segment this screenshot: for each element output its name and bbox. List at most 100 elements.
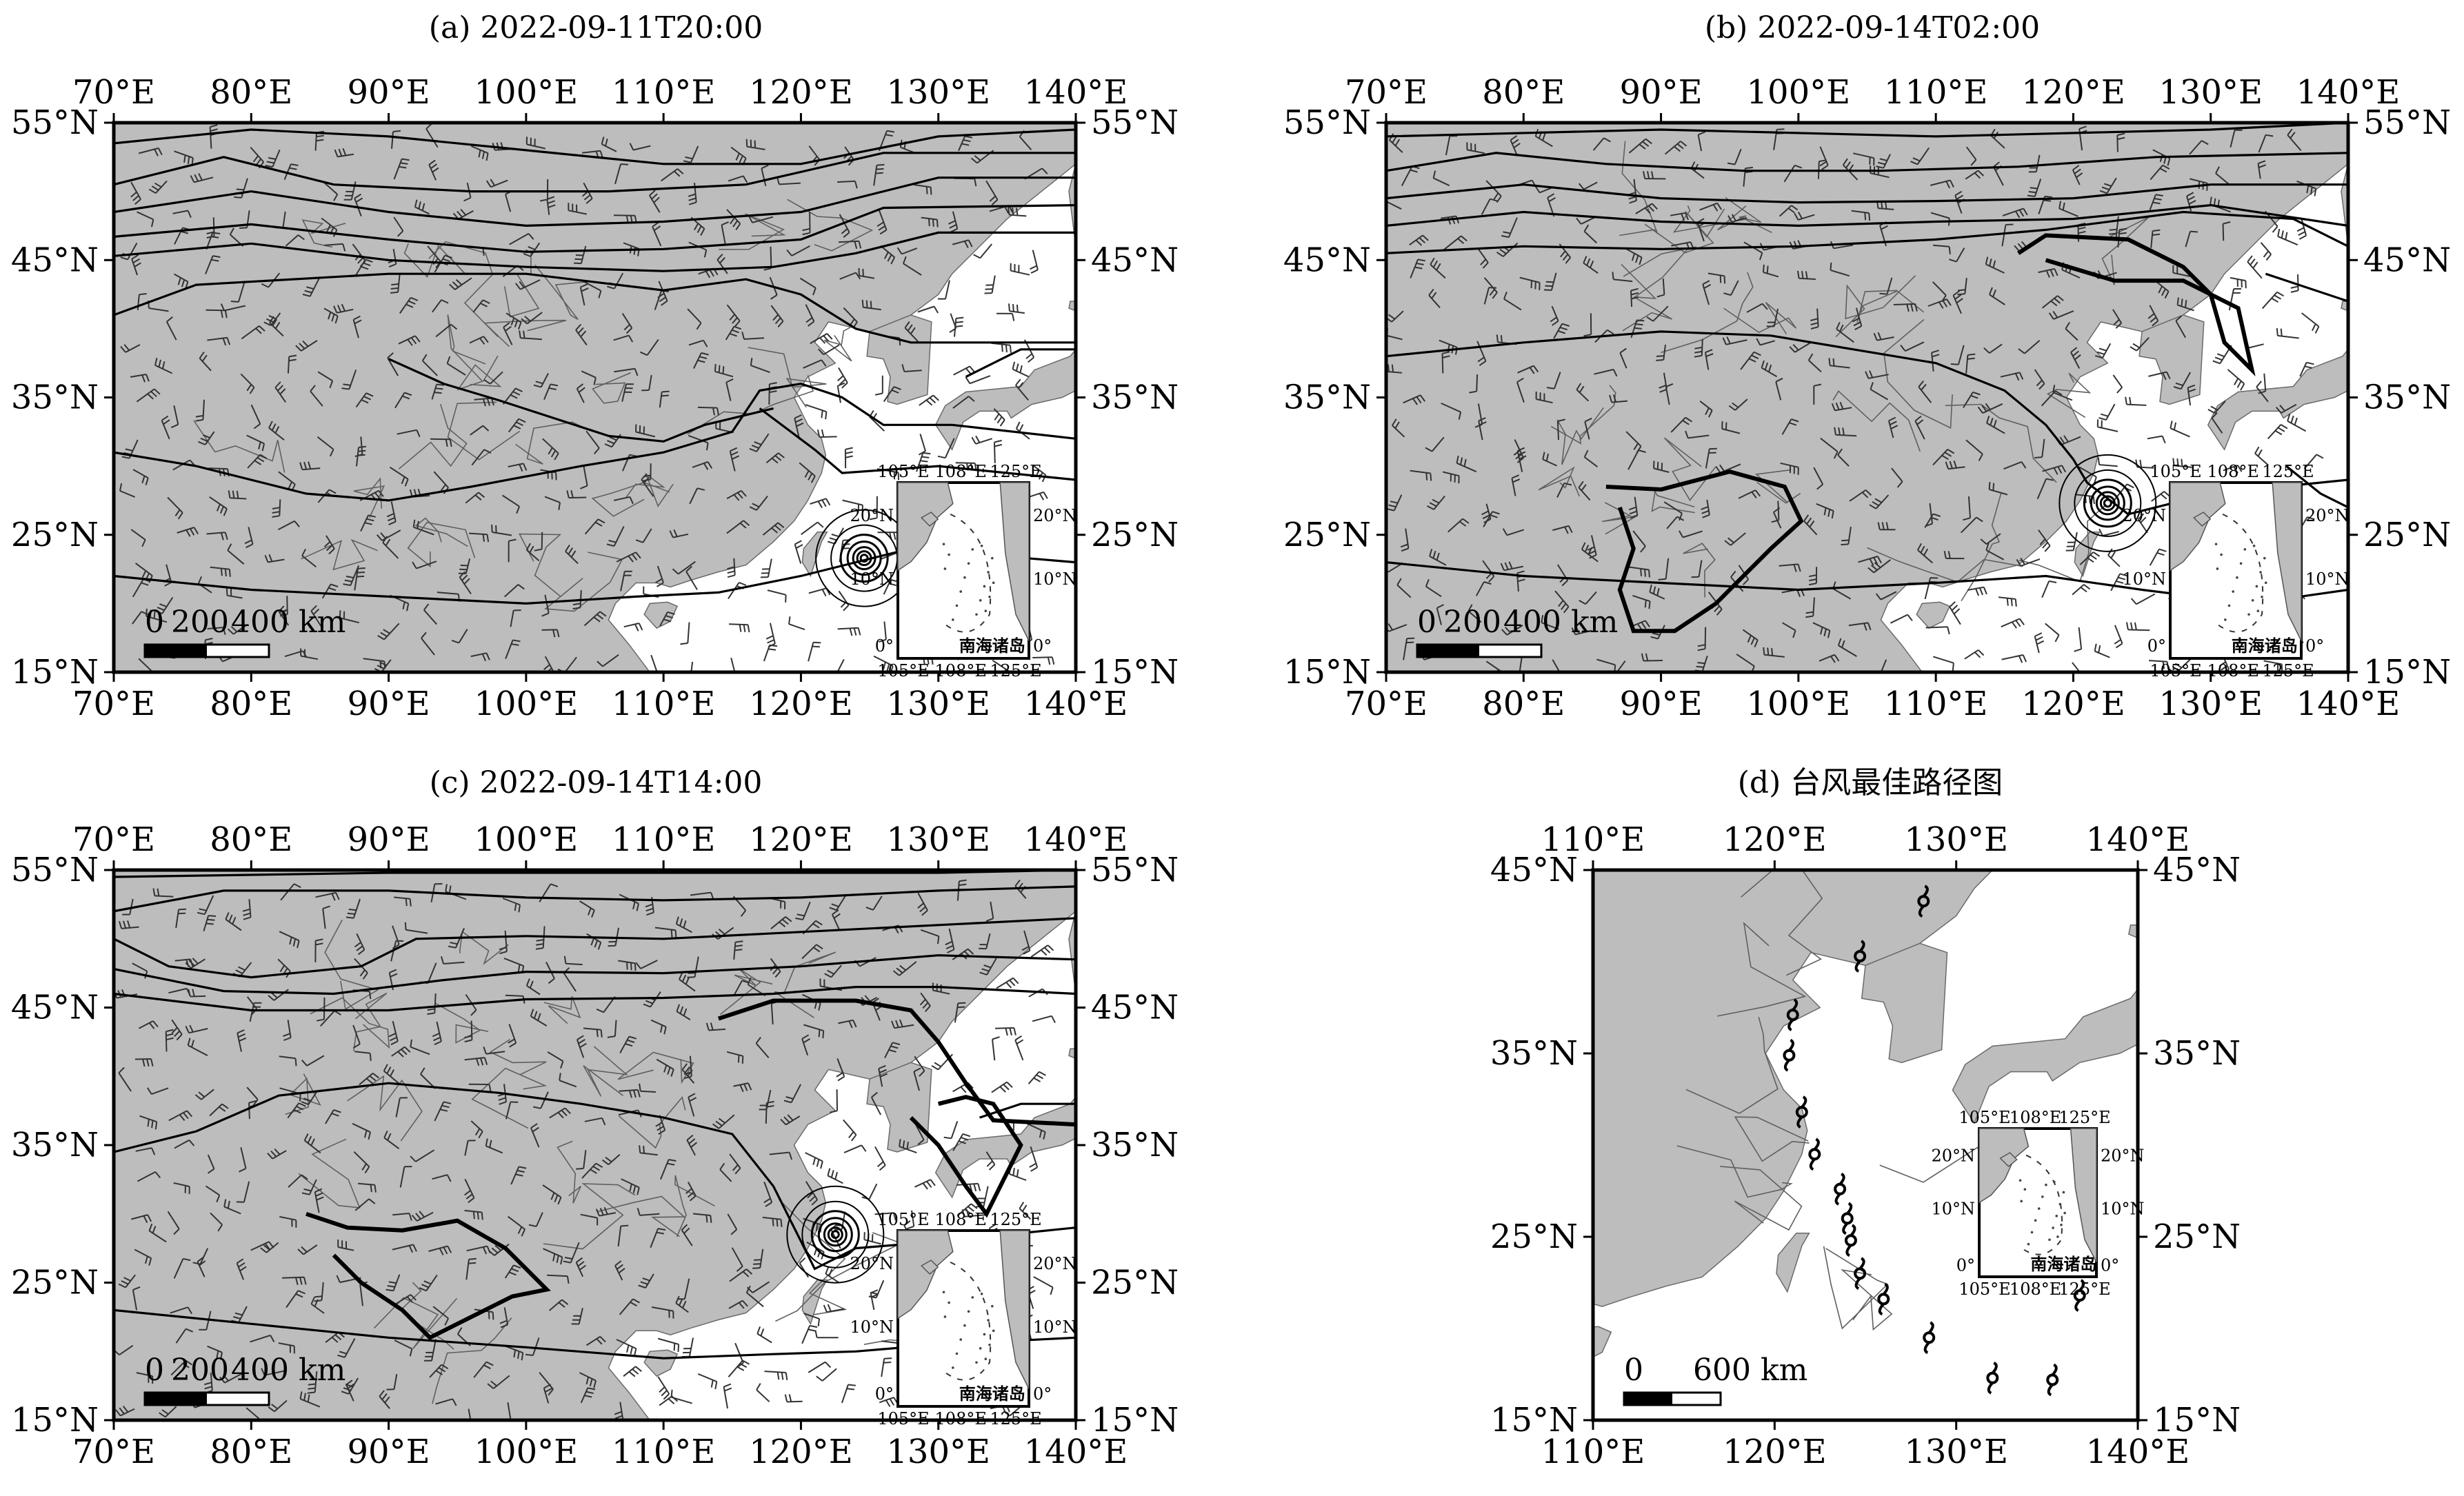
panel-d-inset-island: [2027, 1243, 2030, 1246]
panel-c-wind-barb-feather: [735, 945, 743, 946]
panel-d-inset-right-label: 10°N: [2101, 1200, 2145, 1219]
panel-b-inset-top-label: 125°E: [2262, 462, 2314, 481]
panel-c-wind-barb-feather: [504, 1423, 511, 1426]
panel-b-wind-barb-feather: [1777, 129, 1785, 130]
panel-a-wind-barb-feather: [358, 451, 365, 452]
panel-b-wind-barb-feather: [1659, 579, 1666, 580]
panel-a-wind-barb: [1032, 657, 1052, 658]
panel-a-inset-left-label: 0°: [875, 636, 894, 656]
panel-a-wind-barb-feather: [496, 525, 497, 533]
panel-c-wind-barb-feather: [349, 909, 357, 910]
panel-c-wind-barb-feather: [178, 913, 186, 914]
panel-c-wind-barb-feather: [781, 1220, 782, 1227]
panel-c-lon-label-top: 110°E: [612, 820, 716, 859]
panel-a-wind-barb-feather: [931, 188, 932, 195]
panel-a-wind-barb-feather: [929, 219, 930, 226]
panel-a-lon-label-bottom: 130°E: [886, 685, 990, 723]
panel-c-wind-barb: [190, 996, 206, 997]
panel-c-wind-barb-feather: [296, 1058, 297, 1066]
panel-a-inset-left-label: 10°N: [850, 569, 894, 589]
panel-a-wind-barb-feather: [1010, 345, 1011, 353]
panel-b-inset-right-label: 0°: [2305, 636, 2324, 656]
panel-b-wind-barb-feather: [1555, 675, 1561, 680]
panel-b-wind-barb-feather: [1767, 648, 1768, 656]
panel-a-wind-barb-feather: [747, 139, 748, 147]
panel-a-inset-bottom-label: 125°E: [990, 661, 1041, 680]
panel-b-wind-barb-feather: [2034, 457, 2042, 458]
panel-c-wind-barb-feather: [493, 1312, 494, 1320]
panel-d-lat-label-right: 35°N: [2153, 1034, 2241, 1073]
panel-a-wind-barb: [288, 356, 289, 373]
panel-a-wind-barb-feather: [231, 301, 239, 302]
panel-b-lon-label-top: 100°E: [1747, 73, 1851, 112]
panel-a-wind-barb-feather: [933, 219, 934, 227]
panel-b-lon-label-top: 120°E: [2021, 73, 2125, 112]
panel-b-wind-barb-feather: [1726, 423, 1727, 430]
panel-b-wind-barb-feather: [1497, 334, 1498, 342]
panel-b-wind-barb: [1705, 627, 1706, 649]
panel-c-lon-label-bottom: 110°E: [612, 1433, 716, 1471]
panel-a-inset-right-label: 20°N: [1033, 506, 1077, 525]
panel-c-inset-island: [983, 1333, 986, 1336]
panel-a-scale-bar-fill: [145, 645, 207, 657]
panel-b-wind-barb-feather: [1967, 358, 1975, 359]
panel-a-lon-label-top: 100°E: [474, 73, 579, 112]
panel-c-lon-label-top: 130°E: [886, 820, 990, 859]
panel-c-inset-top-label: 105°E: [877, 1210, 929, 1229]
panel-c-inset-caption: 南海诸岛: [959, 1384, 1025, 1404]
panel-b-wind-barb-feather: [2043, 200, 2051, 201]
panel-c-inset-island: [959, 1338, 962, 1341]
panel-a-inset-island: [979, 599, 982, 602]
panel-b-wind-barb-feather: [1545, 286, 1552, 287]
panel-c-wind-barb-feather: [464, 1424, 471, 1427]
panel-d-lon-label-bottom: 120°E: [1723, 1433, 1827, 1471]
panel-b-inset-island: [2236, 576, 2238, 579]
panel-b-lon-label-bottom: 90°E: [1620, 685, 1703, 723]
panel-a-wind-barb-feather: [825, 412, 826, 419]
panel-b-inset-island: [2256, 585, 2258, 588]
panel-a-lon-label-top: 110°E: [612, 73, 716, 112]
panel-b-wind-barb: [1778, 501, 1779, 520]
panel-a-inset-island: [975, 613, 978, 616]
panel-c-lat-label-left: 45°N: [11, 989, 99, 1027]
panel-d-inset-island: [2048, 1238, 2051, 1241]
panel-b-wind-barb: [1558, 421, 1559, 440]
panel-a-wind-barb-feather: [574, 263, 581, 264]
panel-d-inset-left-label: 0°: [1956, 1255, 1975, 1275]
panel-d-lat-label-right: 45°N: [2153, 851, 2241, 889]
panel-d-inset-left-label: 10°N: [1931, 1200, 1975, 1219]
panel-b-title: (b) 2022-09-14T02:00: [1705, 10, 2040, 46]
panel-b-wind-barb: [1817, 309, 1818, 327]
panel-c-wind-barb-feather: [370, 1053, 371, 1061]
panel-b-inset-island: [2244, 548, 2247, 551]
panel-a-lon-label-top: 120°E: [749, 73, 853, 112]
panel-d-inset-island: [2053, 1181, 2056, 1184]
panel-a-wind-barb: [837, 181, 855, 182]
panel-b-wind-barb-feather: [1656, 360, 1663, 361]
panel-b-lon-label-top: 90°E: [1620, 73, 1703, 112]
panel-a-lat-label-left: 25°N: [11, 516, 99, 554]
panel-d-inset-caption: 南海诸岛: [2030, 1254, 2096, 1274]
panel-b-inset-island: [2252, 599, 2254, 602]
panel-d-inset-island: [2019, 1179, 2022, 1182]
panel-c-wind-barb-feather: [346, 917, 354, 918]
panel-a-lon-label-bottom: 100°E: [474, 685, 579, 723]
panel-b-wind-barb: [1476, 374, 1477, 392]
panel-c-lat-label-right: 15°N: [1091, 1401, 1179, 1439]
panel-a-lon-label-top: 90°E: [348, 73, 430, 112]
panel-c-lon-label-top: 80°E: [210, 820, 292, 859]
panel-b-inset-island: [2228, 605, 2231, 607]
panel-c-wind-barb-feather: [773, 1219, 774, 1226]
panel-d-lon-label-bottom: 130°E: [1904, 1433, 2008, 1471]
panel-a-lat-label-right: 35°N: [1091, 378, 1179, 417]
panel-b-wind-barb-feather: [1869, 213, 1870, 221]
panel-a-wind-barb-feather: [358, 455, 365, 456]
panel-a-inset-island: [963, 576, 966, 579]
panel-a-wind-barb-feather: [644, 426, 645, 434]
panel-a-lat-label-right: 55°N: [1091, 103, 1179, 142]
panel-c-wind-barb-feather: [179, 909, 186, 910]
panel-b-inset-island: [2257, 609, 2260, 612]
panel-b-wind-barb-feather: [1430, 474, 1431, 481]
panel-b-inset-island: [2253, 545, 2256, 547]
panel-c-lat-label-left: 15°N: [11, 1401, 99, 1439]
